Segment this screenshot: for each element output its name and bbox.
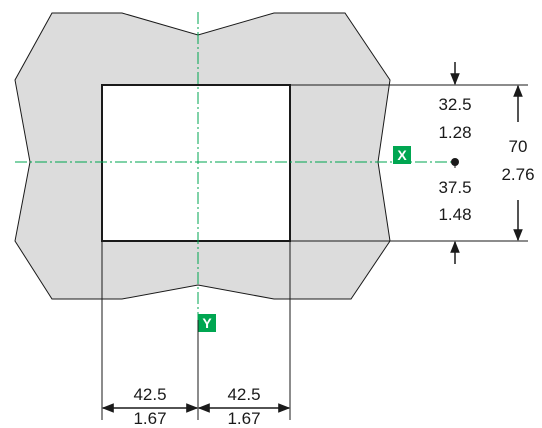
bottom-offset-in: 1.48 xyxy=(438,205,471,224)
x-axis-badge: X xyxy=(393,146,411,164)
y-axis-badge: Y xyxy=(198,314,216,332)
x-axis-label: X xyxy=(397,147,407,163)
left-width-mm: 42.5 xyxy=(133,385,166,404)
top-offset-in: 1.28 xyxy=(438,123,471,142)
right-width-mm: 42.5 xyxy=(227,385,260,404)
right-width-in: 1.67 xyxy=(227,409,260,428)
height-in: 2.76 xyxy=(501,165,534,184)
left-width-in: 1.67 xyxy=(133,409,166,428)
bottom-offset-mm: 37.5 xyxy=(438,178,471,197)
cutout-rectangle xyxy=(101,84,291,242)
height-mm: 70 xyxy=(509,137,528,156)
top-offset-mm: 32.5 xyxy=(438,95,471,114)
y-axis-label: Y xyxy=(202,315,212,331)
